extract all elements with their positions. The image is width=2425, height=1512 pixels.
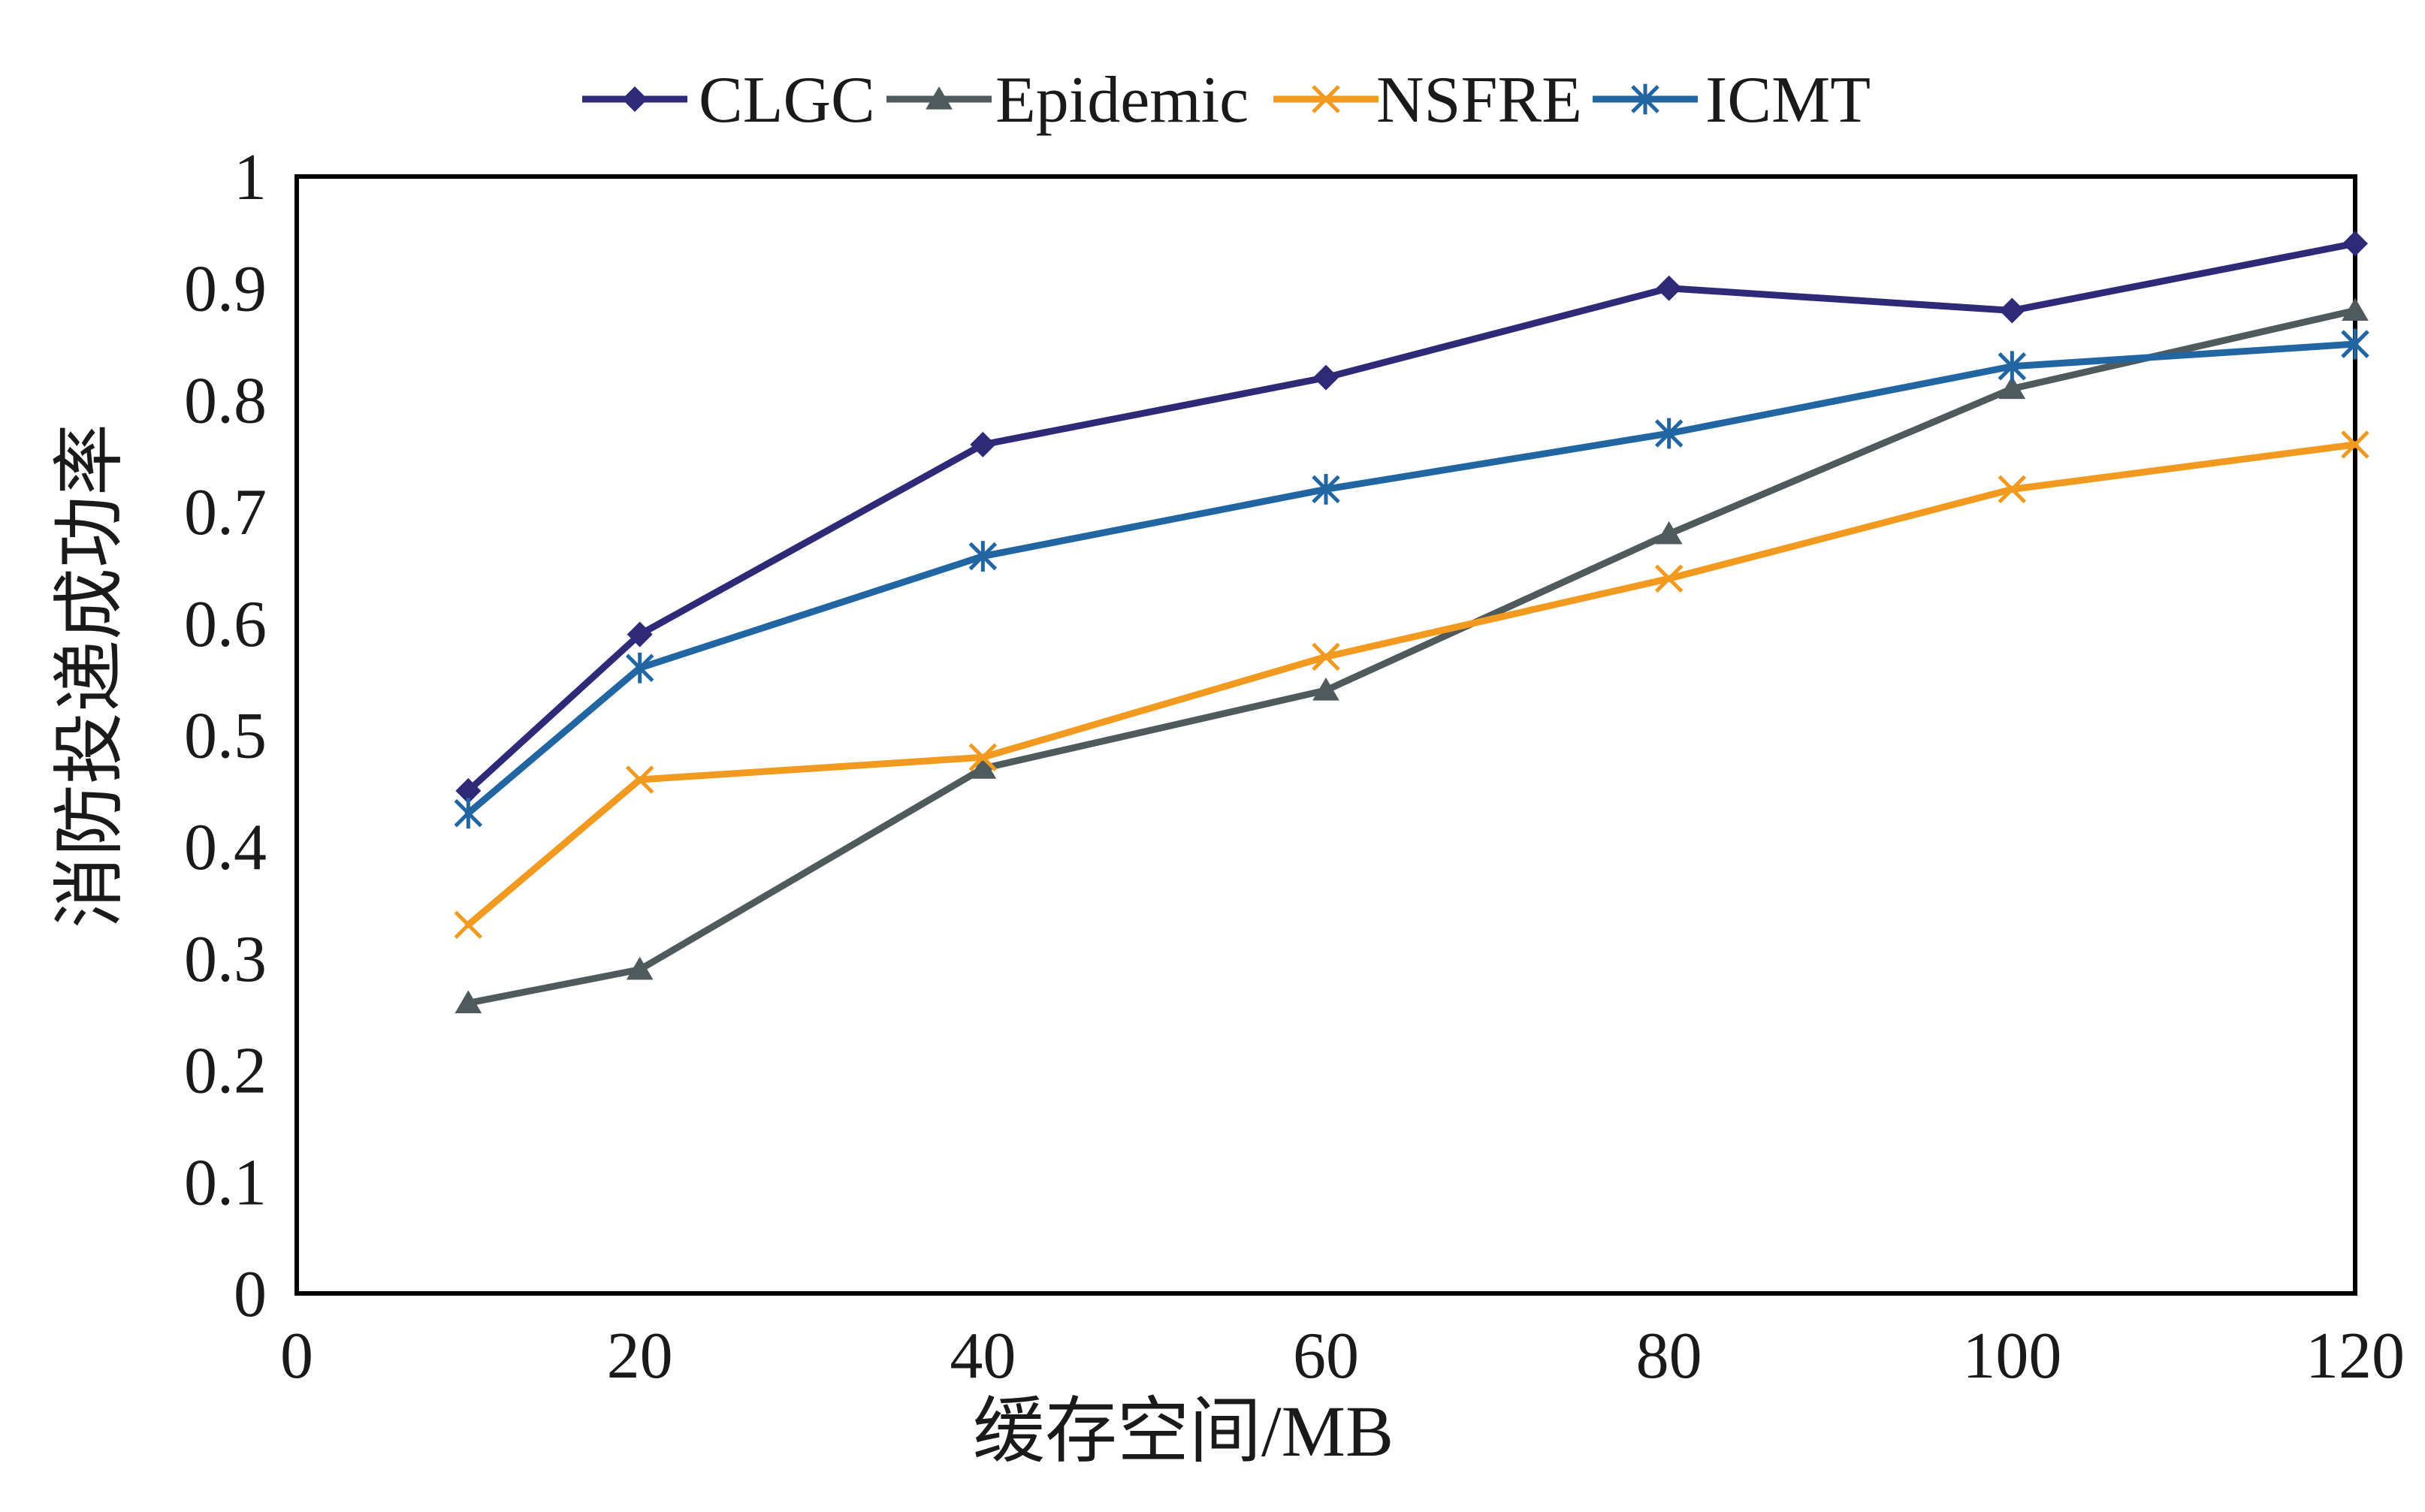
data-point-nsfre (454, 910, 483, 940)
legend-item-clgc: CLGC (582, 64, 875, 137)
y-tick-label: 0.1 (184, 1146, 267, 1219)
y-tick-label: 0.5 (184, 700, 267, 773)
legend-label: Epidemic (995, 64, 1249, 137)
data-point-clgc (970, 431, 996, 457)
y-tick-label: 0 (234, 1258, 267, 1331)
data-point-epidemic (2342, 297, 2369, 321)
y-tick-label: 0.8 (184, 364, 267, 437)
x-tick-label: 0 (280, 1320, 313, 1393)
data-point-icmt (968, 541, 998, 572)
series-icmt (454, 328, 2369, 828)
legend-item-nsfre: NSFRE (1273, 64, 1582, 137)
y-tick-label: 0.6 (184, 588, 267, 661)
data-point-epidemic (626, 956, 654, 980)
legend-label: CLGC (699, 64, 875, 137)
y-axis-title: 消防投递成功率 (50, 424, 130, 928)
data-point-epidemic (1655, 521, 1683, 545)
series-epidemic (454, 297, 2369, 1013)
x-tick-label: 120 (2306, 1320, 2405, 1393)
data-point-icmt (1998, 351, 2027, 382)
plot-frame (294, 174, 2357, 1296)
legend-marker (1312, 85, 1340, 113)
series-layer (454, 231, 2369, 1013)
y-tick-label: 0.3 (184, 923, 267, 996)
x-tick-label: 100 (1962, 1320, 2061, 1393)
data-point-icmt (1312, 473, 1340, 505)
data-point-clgc (1313, 364, 1339, 391)
data-point-nsfre (2341, 430, 2369, 459)
data-point-epidemic (1998, 376, 2026, 400)
data-point-icmt (1654, 418, 1684, 449)
data-point-nsfre (1654, 564, 1684, 593)
x-axis-title: 缓存空间/MB (973, 1391, 1394, 1471)
y-tick-label: 0.9 (184, 253, 267, 326)
data-point-epidemic (454, 990, 482, 1013)
data-point-icmt (625, 652, 654, 684)
legend-marker (1631, 83, 1659, 115)
axes: 0 0.1 0.2 0.3 0.4 0.5 0.6 0.7 0.8 0.9 1 0 20 40 60 80 10… (184, 141, 2405, 1393)
data-point-nsfre (968, 743, 998, 772)
legend: CLGC Epidemic NSFRE ICMT (582, 64, 1871, 137)
legend-item-epidemic: Epidemic (886, 64, 1249, 137)
data-point-icmt (454, 798, 483, 828)
series-clgc (455, 231, 2368, 804)
data-point-nsfre (1312, 642, 1340, 671)
data-point-clgc (1999, 297, 2025, 324)
y-tick-label: 0.2 (184, 1035, 267, 1108)
data-point-epidemic (1312, 678, 1339, 701)
legend-marker (622, 86, 648, 112)
data-point-clgc (455, 777, 482, 804)
data-point-nsfre (625, 765, 654, 794)
legend-label: ICMT (1705, 64, 1871, 137)
y-tick-label: 0.7 (184, 476, 267, 549)
x-tick-label: 40 (950, 1320, 1016, 1393)
data-point-epidemic (969, 756, 997, 779)
x-tick-label: 60 (1293, 1320, 1359, 1393)
data-point-nsfre (1998, 475, 2027, 504)
legend-marker (926, 86, 953, 110)
data-point-icmt (2341, 328, 2369, 360)
x-tick-label: 20 (607, 1320, 673, 1393)
legend-label: NSFRE (1376, 64, 1582, 137)
x-tick-label: 80 (1636, 1320, 1702, 1393)
data-point-clgc (2342, 231, 2368, 257)
y-tick-label: 1 (234, 141, 267, 214)
data-point-clgc (1656, 275, 1682, 301)
data-point-clgc (627, 621, 653, 647)
series-nsfre (454, 430, 2369, 940)
y-tick-label: 0.4 (184, 811, 267, 884)
legend-item-icmt: ICMT (1593, 64, 1871, 137)
